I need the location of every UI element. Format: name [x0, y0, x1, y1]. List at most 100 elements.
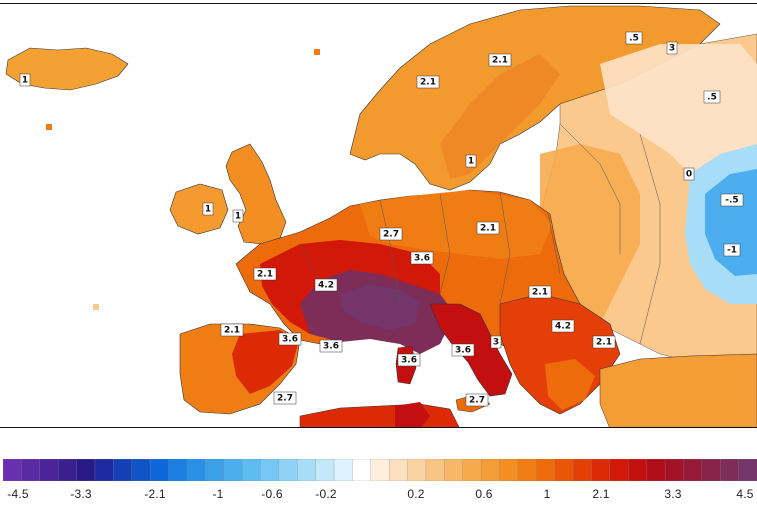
contour-label: 3.6	[410, 251, 434, 265]
svg-text:-1: -1	[727, 246, 737, 256]
legend-swatch	[278, 459, 298, 481]
legend-swatch	[39, 459, 59, 481]
legend-swatch	[683, 459, 703, 481]
legend-tick-label: -2.1	[144, 487, 166, 501]
svg-text:2.1: 2.1	[532, 288, 548, 298]
legend-swatch	[554, 459, 574, 481]
svg-text:4.2: 4.2	[555, 322, 571, 332]
island-marker	[93, 304, 99, 310]
svg-text:2.1: 2.1	[420, 78, 436, 88]
svg-text:.5: .5	[629, 34, 639, 44]
legend-swatch	[131, 459, 151, 481]
legend-swatch	[94, 459, 114, 481]
legend-swatch	[480, 459, 501, 481]
svg-text:2.7: 2.7	[469, 396, 485, 406]
svg-text:1: 1	[205, 205, 211, 215]
legend-swatch	[205, 459, 225, 481]
svg-text:1: 1	[22, 76, 28, 86]
legend-swatch	[58, 459, 78, 481]
svg-text:1: 1	[468, 157, 474, 167]
legend-tick-label: 0.6	[475, 487, 493, 501]
svg-text:.5: .5	[707, 93, 717, 103]
contour-label: 4.2	[314, 278, 338, 292]
contour-label: 2.1	[476, 221, 500, 235]
svg-text:2.1: 2.1	[257, 270, 273, 280]
legend-swatch	[499, 459, 519, 481]
contour-label: 2.1	[488, 53, 512, 67]
island-marker	[46, 124, 52, 130]
legend-swatch	[76, 459, 96, 481]
legend-swatch	[389, 459, 409, 481]
country-borders	[299, 123, 661, 345]
legend-swatch	[113, 459, 133, 481]
svg-text:2.1: 2.1	[492, 56, 508, 66]
contour-label: 3.6	[278, 332, 302, 346]
svg-text:3: 3	[669, 44, 675, 54]
contour-label: 1	[232, 209, 244, 223]
legend-swatch	[664, 459, 685, 481]
russia-pale-zone	[600, 44, 757, 174]
contour-labels: 2.1 2.1 1 1 1 1 2.7 3.6 2.1 4.2 2.1 3.6 3.6 3.6 3.6 4.2…	[19, 31, 744, 407]
legend-tick-label: -0.6	[261, 487, 283, 501]
legend-swatch	[352, 459, 372, 481]
contour-label: 2.1	[220, 323, 244, 337]
legend-swatch	[370, 459, 390, 481]
legend-swatch	[21, 459, 41, 481]
contour-label: -1	[723, 243, 741, 257]
contour-label: 2.1	[253, 267, 277, 281]
legend-tick-label: 2.1	[592, 487, 610, 501]
legend-swatch	[591, 459, 611, 481]
legend-swatch	[701, 459, 721, 481]
legend-tick-label: -4.5	[7, 487, 29, 501]
svg-text:3.6: 3.6	[455, 346, 471, 356]
contour-label: -.5	[720, 193, 744, 207]
contour-label: 2.1	[416, 75, 440, 89]
contour-label: 3.6	[319, 339, 343, 353]
legend-swatch	[241, 459, 262, 481]
legend-swatch	[333, 459, 354, 481]
contour-label: 2.7	[465, 393, 489, 407]
turkey-landmass	[599, 353, 757, 427]
contour-label: 4.2	[551, 319, 575, 333]
ireland-landmass	[169, 183, 229, 235]
svg-text:3: 3	[493, 338, 499, 348]
legend-colorbar	[3, 459, 757, 481]
legend-swatch	[738, 459, 757, 481]
legend-swatch	[609, 459, 629, 481]
legend-swatch	[517, 459, 537, 481]
svg-text:0: 0	[686, 170, 692, 180]
legend-tick-label: 1	[543, 487, 551, 501]
alps-extreme-inner	[340, 284, 420, 330]
contour-label: 1	[19, 73, 31, 87]
contour-label: 2.1	[528, 285, 552, 299]
svg-text:3.6: 3.6	[401, 356, 417, 366]
legend-swatch	[536, 459, 556, 481]
legend-tick-label: 4.5	[736, 487, 754, 501]
tunisia-extreme	[395, 402, 430, 427]
legend-swatch	[3, 459, 23, 481]
svg-text:2.7: 2.7	[383, 230, 399, 240]
legend-swatch	[425, 459, 446, 481]
svg-text:3.6: 3.6	[323, 342, 339, 352]
svg-text:1: 1	[235, 212, 241, 222]
legend-swatch	[168, 459, 188, 481]
legend-swatch	[223, 459, 243, 481]
legend-tick-label: 0.2	[407, 487, 425, 501]
legend-swatch	[646, 459, 666, 481]
contour-label: 2.7	[273, 391, 297, 405]
temperature-anomaly-map: 2.1 2.1 1 1 1 1 2.7 3.6 2.1 4.2 2.1 3.6 3.6 3.6 3.6 4.2…	[0, 3, 757, 428]
russia-cold-core	[705, 169, 757, 276]
legend-tick-label: -1	[212, 487, 224, 501]
contour-label: 2.7	[379, 227, 403, 241]
legend-swatch	[572, 459, 593, 481]
greece-zone	[545, 359, 595, 410]
svg-text:2.7: 2.7	[277, 394, 293, 404]
contour-label: 3.6	[397, 353, 421, 367]
germany-poland-zone	[360, 190, 552, 259]
spain-hot-zone	[232, 330, 298, 394]
svg-text:2.1: 2.1	[480, 224, 496, 234]
legend-tick-label: -3.3	[70, 487, 92, 501]
legend-tick-label: -0.2	[315, 487, 337, 501]
legend-swatch	[462, 459, 482, 481]
svg-text:4.2: 4.2	[318, 281, 334, 291]
